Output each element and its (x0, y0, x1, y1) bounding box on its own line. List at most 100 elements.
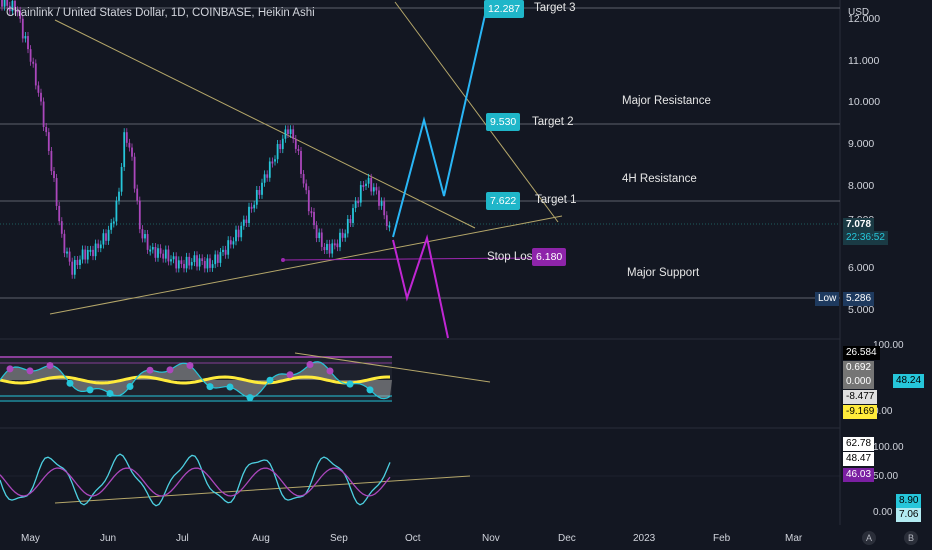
candle-body (162, 253, 165, 259)
countdown-badge: 22:36:52 (843, 231, 888, 245)
candle-body (346, 218, 349, 234)
candle-body (55, 178, 58, 206)
target3-label: Target 3 (534, 2, 576, 14)
candle-body (201, 258, 204, 262)
candle-body (177, 260, 180, 269)
candle-body (352, 208, 354, 224)
candle-body (297, 148, 300, 152)
candle-body (320, 232, 323, 247)
signal-dot (26, 367, 34, 375)
candle-body (66, 251, 68, 254)
candle-body (302, 173, 305, 184)
candle-body (14, 0, 16, 11)
candle-body (326, 243, 328, 251)
month-label: Sep (330, 533, 348, 544)
ind2-value: 62.78 (843, 437, 875, 451)
low-value: 5.286 (843, 292, 875, 306)
candle-body (123, 132, 126, 167)
candle-body (133, 156, 136, 189)
candle-body (279, 144, 282, 150)
candle-body (193, 255, 196, 263)
candle-body (198, 258, 201, 267)
candle-body (8, 5, 11, 12)
candle-body (1, 0, 3, 7)
month-label: Jun (100, 533, 117, 544)
candlestick-series (1, 0, 391, 279)
target2-label: Target 2 (532, 116, 574, 128)
bearish-projection (392, 234, 449, 339)
candle-body (190, 262, 193, 266)
candle-body (63, 233, 66, 254)
candle-body (86, 249, 89, 260)
candle-body (227, 240, 230, 255)
candle-body (250, 206, 253, 209)
signal-dot (326, 367, 334, 375)
target1-label: Target 1 (535, 194, 577, 206)
candle-body (125, 132, 128, 143)
ind2-side-value: 7.06 (896, 508, 922, 522)
candle-body (248, 206, 250, 223)
stop-loss-label: Stop Loss (487, 251, 539, 263)
candle-body (185, 256, 188, 269)
settings-scale-icon[interactable]: B (904, 531, 918, 545)
signal-dot (266, 376, 274, 384)
month-label: Feb (713, 533, 731, 544)
trend-lines (49, 1, 563, 315)
signal-dot (46, 362, 54, 369)
candle-body (16, 10, 19, 13)
currency-label: USD (848, 7, 870, 18)
candle-body (24, 36, 27, 39)
candle-body (105, 233, 107, 241)
candle-body (229, 240, 232, 245)
ind1-value: -8.477 (843, 390, 878, 404)
auto-scale-icon[interactable]: A (862, 531, 876, 545)
price-tick: 6.000 (848, 262, 875, 274)
candle-body (138, 200, 141, 230)
candle-body (92, 249, 94, 257)
candle-body (281, 138, 284, 150)
candle-body (172, 256, 175, 260)
candle-body (37, 85, 40, 93)
ind1-axis-top: 100.00 (873, 340, 904, 351)
candle-body (365, 183, 367, 186)
ind1-side-value: 48.24 (893, 374, 925, 388)
candle-body (214, 254, 217, 265)
candle-body (89, 249, 92, 252)
candle-body (336, 243, 339, 248)
candle-body (362, 185, 365, 188)
candle-body (333, 243, 336, 246)
month-label: Aug (252, 533, 270, 544)
candle-body (300, 151, 302, 174)
price-tick: 12.000 (848, 13, 881, 25)
candle-body (294, 138, 297, 149)
candle-body (60, 221, 63, 234)
month-label: Mar (785, 533, 803, 544)
stop-loss-line (282, 257, 533, 261)
price-tick: 5.000 (848, 304, 875, 316)
ind1-value: -9.169 (843, 405, 878, 419)
candle-body (149, 249, 152, 252)
candle-body (307, 190, 310, 212)
candle-body (318, 232, 321, 239)
candle-body (388, 225, 391, 228)
chart-title: Chainlink / United States Dollar, 1D, CO… (6, 7, 315, 19)
signal-dot (166, 366, 174, 374)
candle-body (45, 126, 48, 133)
candle-body (315, 225, 318, 239)
signal-dot (246, 394, 254, 402)
candle-body (19, 10, 22, 19)
candle-body (203, 261, 206, 269)
candle-body (211, 264, 214, 268)
price-tick: 10.000 (848, 96, 881, 108)
candle-body (274, 159, 276, 162)
signal-dot (106, 390, 114, 397)
candle-body (367, 177, 370, 184)
signal-dot (146, 366, 154, 374)
candle-body (21, 18, 24, 39)
candle-body (136, 188, 139, 201)
candle-body (175, 256, 178, 269)
candle-body (144, 234, 146, 239)
candle-body (159, 248, 162, 254)
candle-body (349, 218, 352, 224)
